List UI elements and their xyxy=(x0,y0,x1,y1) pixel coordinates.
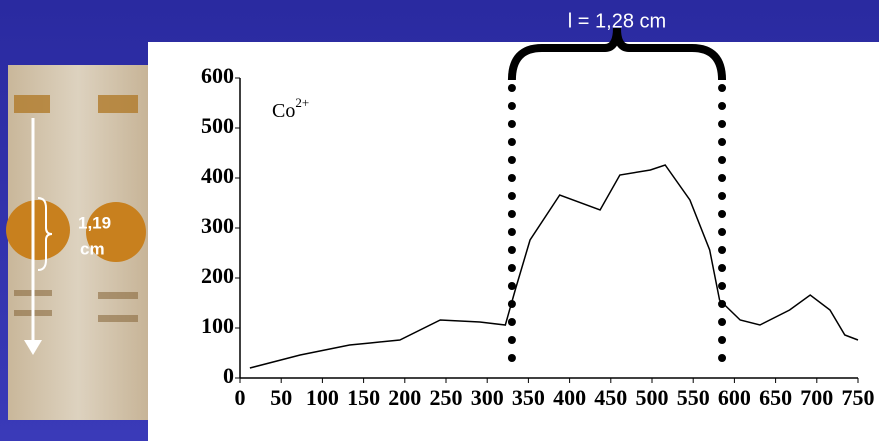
x-tick-label: 200 xyxy=(388,385,421,410)
x-tick-label: 450 xyxy=(594,385,627,410)
ion-symbol: Co xyxy=(272,100,295,122)
y-tick-label: 600 xyxy=(201,63,234,88)
x-tick-label: 0 xyxy=(235,385,246,410)
y-tick-label: 0 xyxy=(223,363,234,388)
y-tick-label: 500 xyxy=(201,113,234,138)
chart-area xyxy=(148,42,879,441)
x-tick-label: 500 xyxy=(636,385,669,410)
gel-value: 1,19 xyxy=(78,213,111,232)
x-tick-label: 50 xyxy=(270,385,292,410)
y-tick-label: 400 xyxy=(201,163,234,188)
x-tick-label: 300 xyxy=(471,385,504,410)
data-line xyxy=(249,164,859,369)
x-tick-label: 700 xyxy=(800,385,833,410)
x-tick-label: 350 xyxy=(512,385,545,410)
y-tick-label: 200 xyxy=(201,263,234,288)
gel-unit: cm xyxy=(80,239,105,258)
x-tick-label: 750 xyxy=(842,385,875,410)
x-tick-label: 250 xyxy=(430,385,463,410)
ion-label: Co2+ xyxy=(272,95,309,122)
x-tick-label: 150 xyxy=(347,385,380,410)
x-tick-label: 400 xyxy=(553,385,586,410)
brace xyxy=(507,27,727,81)
x-tick-label: 600 xyxy=(718,385,751,410)
x-tick-label: 650 xyxy=(759,385,792,410)
gel-photo: 1,19 cm xyxy=(6,65,148,420)
x-tick-label: 550 xyxy=(677,385,710,410)
x-tick-label: 100 xyxy=(306,385,339,410)
y-tick-label: 300 xyxy=(201,213,234,238)
ion-charge: 2+ xyxy=(295,95,309,110)
y-tick-label: 100 xyxy=(201,313,234,338)
plot: 0 100 200 300 400 500 600 0 50 100 150 200 250 300 350… xyxy=(201,27,875,410)
length-label: l = 1,28 cm xyxy=(568,10,666,32)
